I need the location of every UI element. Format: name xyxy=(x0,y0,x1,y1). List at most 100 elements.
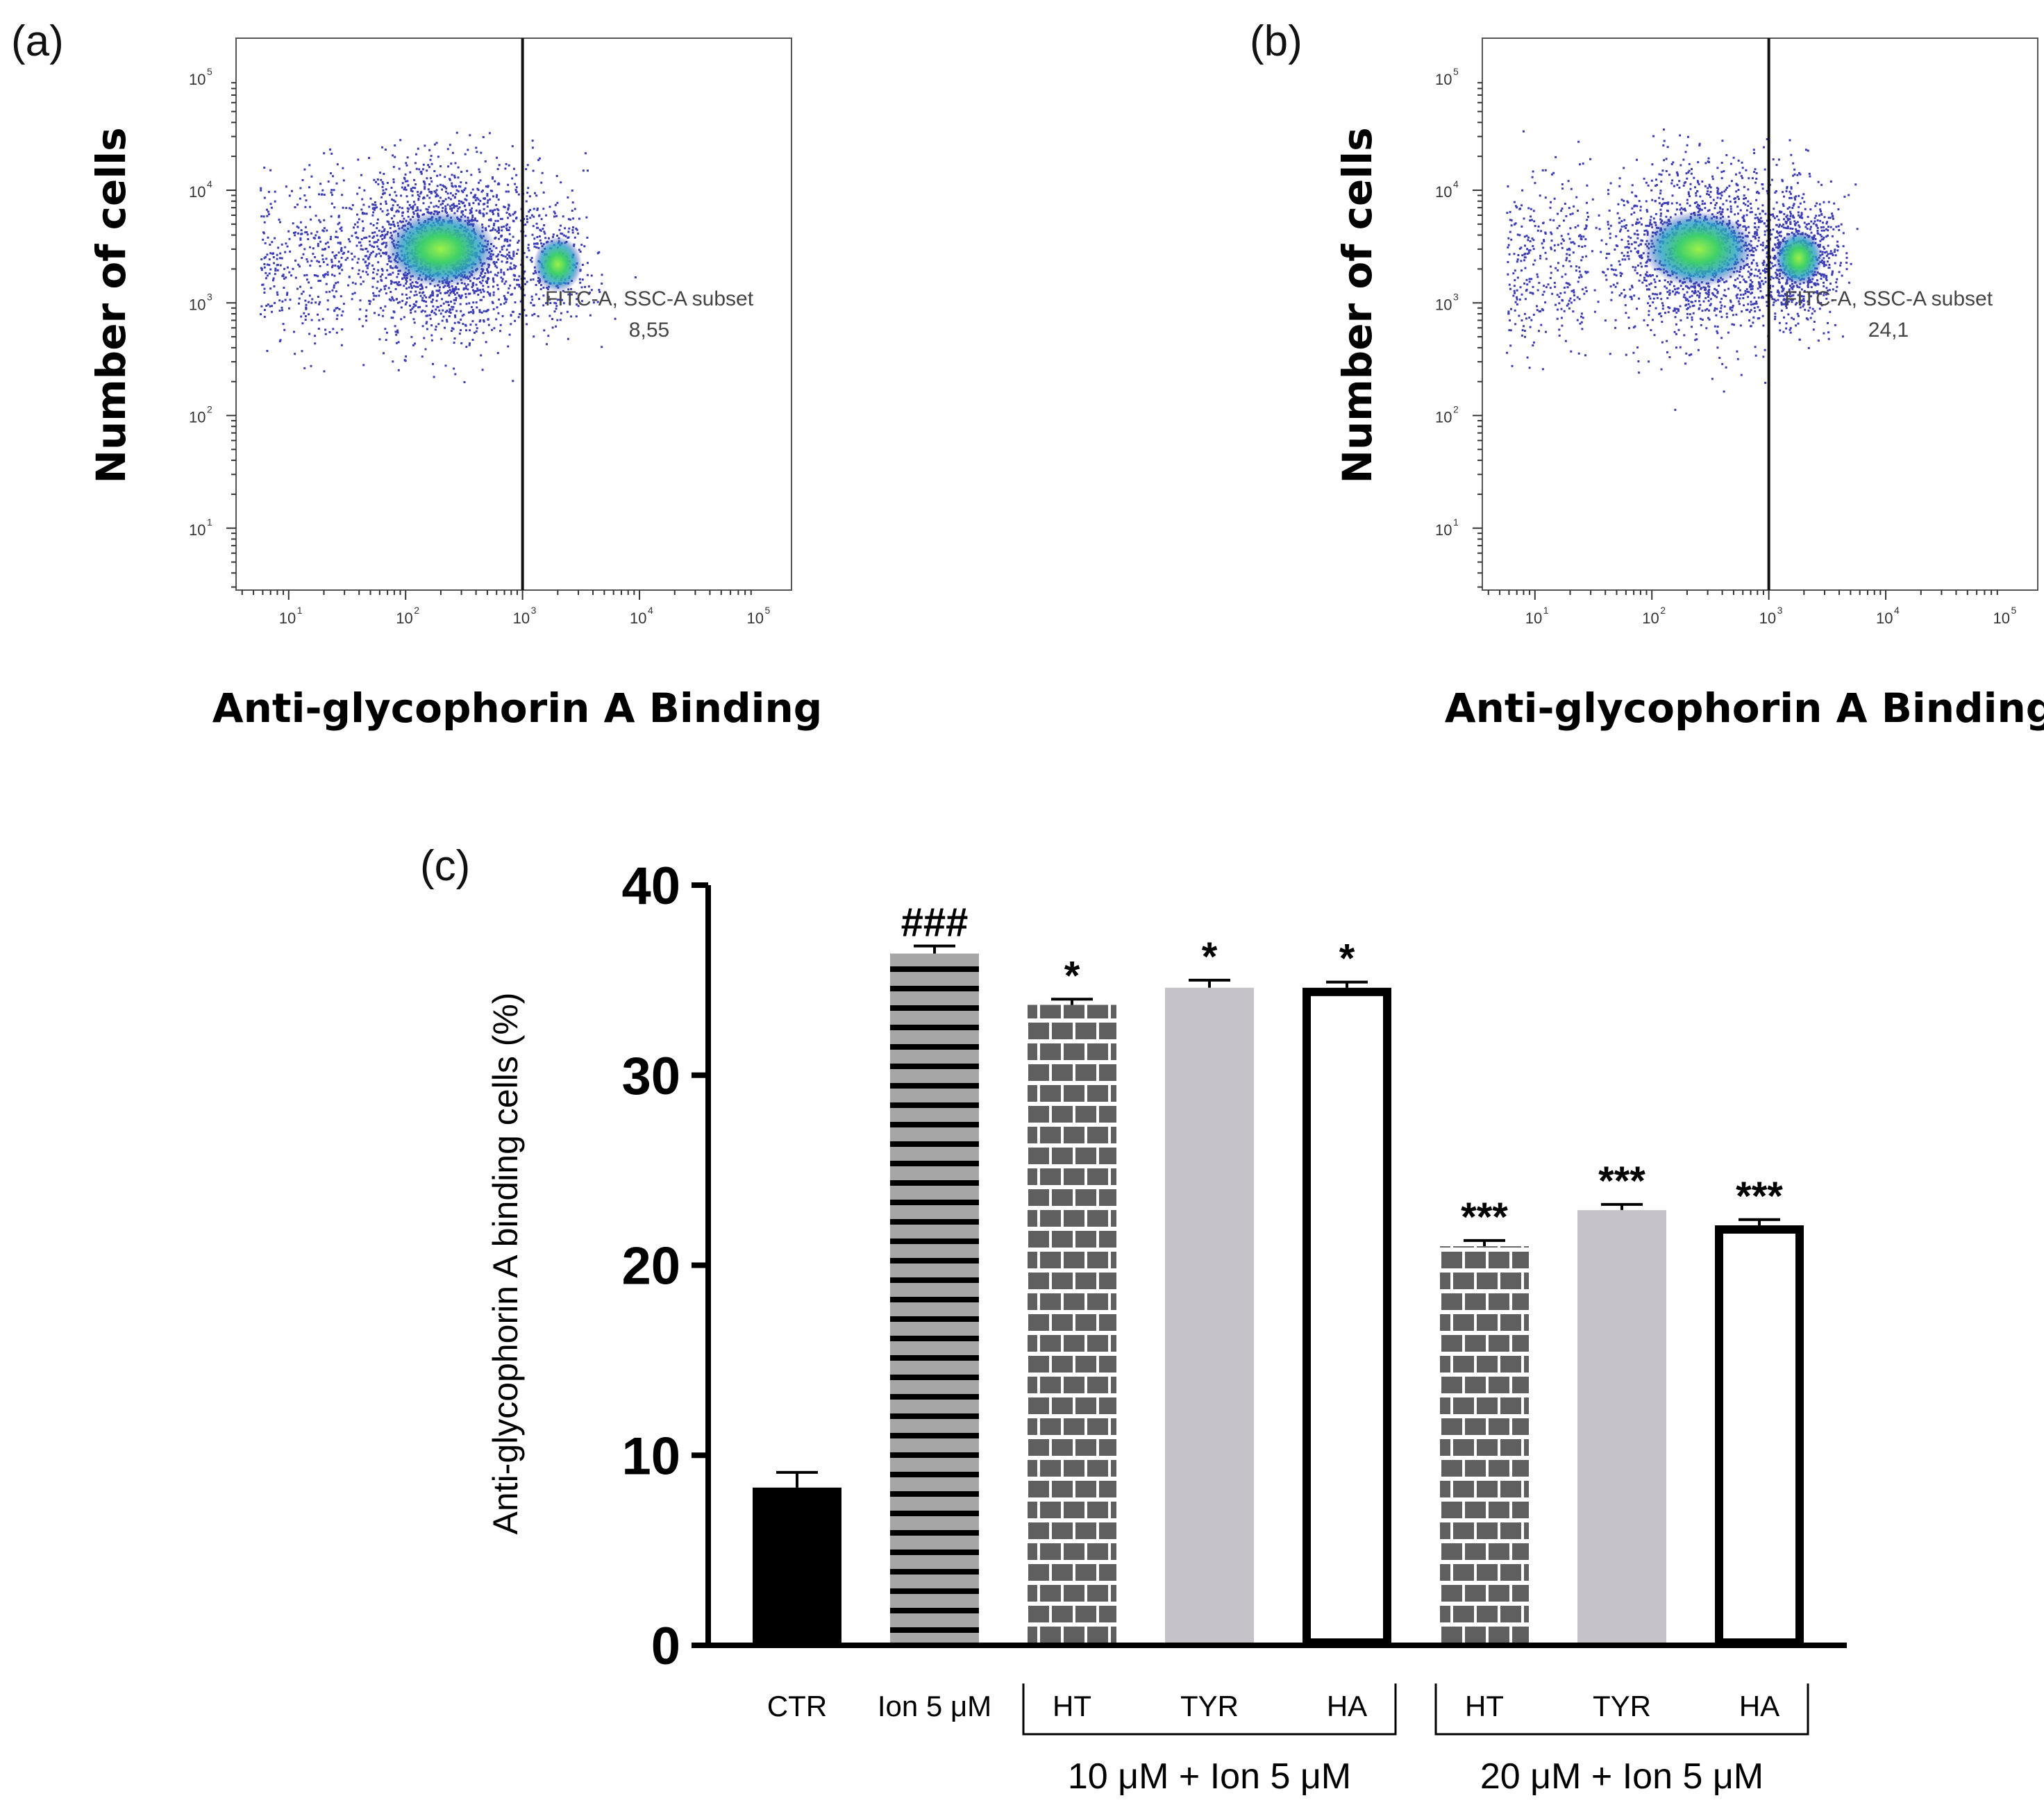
flow-y-tick-exponent: 5 xyxy=(207,66,212,77)
flow-a-xlabel: Anti-glycophorin A Binding xyxy=(212,685,823,732)
flow-event-dots xyxy=(1506,128,1859,411)
c-bar xyxy=(1577,1210,1666,1643)
flow-b-frame xyxy=(1482,37,2038,591)
c-category-label: HA xyxy=(1327,1690,1367,1722)
flow-y-tick-exponent: 3 xyxy=(1453,291,1459,302)
c-category-label: HT xyxy=(1465,1690,1504,1722)
flow-x-tick-label: 10 xyxy=(1993,610,2009,627)
c-significance-label: *** xyxy=(1598,1159,1645,1204)
flow-x-tick-label: 10 xyxy=(1525,610,1542,627)
bar-chart: 0 10 20 30 40 Anti-glycophorin A binding cel… xyxy=(486,857,1847,1797)
flow-event-dots xyxy=(260,131,637,384)
c-group-label: 10 μM + Ion 5 μM xyxy=(1068,1756,1351,1797)
flow-a-xaxis: 10 1 10 2 10 3 10 4 10 5 xyxy=(241,590,770,627)
c-category-label: HA xyxy=(1739,1690,1779,1722)
flow-y-tick-label: 10 xyxy=(1435,296,1452,313)
flow-a-frame xyxy=(235,37,792,591)
flow-x-tick-label: 10 xyxy=(513,610,530,627)
flow-y-tick-label: 10 xyxy=(1435,409,1452,426)
c-ylabel: Anti-glycophorin A binding cells (%) xyxy=(486,993,525,1535)
c-category-label: HT xyxy=(1053,1690,1091,1722)
flow-x-tick-exponent: 1 xyxy=(297,605,303,616)
flow-main-density xyxy=(1643,210,1754,287)
c-category-label: TYR xyxy=(1180,1690,1239,1722)
flow-a-gate-value: 8,55 xyxy=(629,319,669,342)
flow-x-tick-exponent: 4 xyxy=(1894,605,1900,616)
flow-y-tick-label: 10 xyxy=(1435,183,1452,201)
c-significance-label: *** xyxy=(1461,1195,1508,1240)
flow-y-tick-label: 10 xyxy=(189,521,206,539)
c-significance-label: * xyxy=(1064,953,1080,998)
flow-x-tick-exponent: 3 xyxy=(531,605,537,616)
flow-x-tick-label: 10 xyxy=(746,610,763,627)
flow-b-ylabel: Number of cells xyxy=(1334,127,1381,483)
flow-b-gate-value: 24,1 xyxy=(1868,319,1909,342)
flow-y-tick-label: 10 xyxy=(189,296,206,313)
flow-b-xlabel: Anti-glycophorin A Binding xyxy=(1445,685,2044,732)
flow-b-xaxis: 10 1 10 2 10 3 10 4 10 5 xyxy=(1487,590,2016,627)
c-y-tick-label: 20 xyxy=(621,1237,680,1296)
flow-x-tick-exponent: 4 xyxy=(648,605,653,616)
flow-positive-density xyxy=(1774,230,1823,286)
c-category-label: Ion 5 μM xyxy=(878,1690,991,1722)
flow-x-tick-exponent: 5 xyxy=(2011,605,2016,616)
flow-positive-density xyxy=(533,236,583,292)
c-bar xyxy=(1440,1246,1529,1643)
flow-y-tick-exponent: 2 xyxy=(1453,404,1459,415)
flow-y-tick-exponent: 4 xyxy=(1453,178,1459,190)
flow-y-tick-exponent: 2 xyxy=(207,404,212,415)
flow-main-density xyxy=(385,210,496,287)
flow-x-tick-label: 10 xyxy=(630,610,646,627)
flow-x-tick-exponent: 2 xyxy=(414,605,419,616)
c-group-brackets: 10 μM + Ion 5 μM 20 μM + Ion 5 μM xyxy=(1022,1684,1809,1797)
flow-y-tick-exponent: 3 xyxy=(207,291,212,302)
flow-x-tick-label: 10 xyxy=(279,610,296,627)
c-significance-label: * xyxy=(1339,937,1355,982)
c-bar xyxy=(1028,1005,1116,1643)
flow-y-tick-exponent: 1 xyxy=(1453,517,1459,528)
flow-y-tick-label: 10 xyxy=(1435,71,1452,88)
c-significance-label: *** xyxy=(1736,1174,1783,1219)
c-y-tick-label: 30 xyxy=(621,1047,680,1106)
c-significance-label: ### xyxy=(901,900,969,946)
c-bar xyxy=(1165,987,1254,1643)
c-group-bracket xyxy=(1022,1684,1397,1736)
panel-label-b: (b) xyxy=(1250,17,1302,65)
flow-x-tick-label: 10 xyxy=(1759,610,1776,627)
c-y-tick-label: 40 xyxy=(621,857,680,916)
flow-x-tick-exponent: 5 xyxy=(764,605,770,616)
c-y-tick-label: 10 xyxy=(621,1427,680,1486)
panel-label-c: (c) xyxy=(420,842,470,890)
flow-x-tick-exponent: 2 xyxy=(1660,605,1666,616)
c-bar xyxy=(890,953,979,1643)
flow-y-tick-label: 10 xyxy=(1435,521,1452,539)
flow-a-events xyxy=(260,131,637,384)
flow-x-tick-label: 10 xyxy=(1876,610,1893,627)
c-y-ticks: 0 10 20 30 40 xyxy=(621,857,708,1676)
flow-y-tick-label: 10 xyxy=(189,183,206,201)
flow-b-gate-name: FITC-A, SSC-A subset xyxy=(1784,287,1993,310)
flow-y-tick-exponent: 1 xyxy=(207,517,212,528)
flow-a-ylabel: Number of cells xyxy=(87,127,135,483)
flow-x-tick-exponent: 1 xyxy=(1543,605,1549,616)
flow-y-tick-label: 10 xyxy=(189,71,206,88)
c-category-label: CTR xyxy=(767,1690,827,1722)
panel-label-a: (a) xyxy=(11,17,64,65)
c-bar xyxy=(1715,1225,1804,1647)
c-significance-label: * xyxy=(1202,934,1218,980)
flow-x-tick-exponent: 3 xyxy=(1777,605,1783,616)
flow-x-tick-label: 10 xyxy=(396,610,412,627)
flow-y-tick-exponent: 4 xyxy=(207,178,212,190)
c-group-label: 20 μM + Ion 5 μM xyxy=(1480,1756,1764,1797)
flow-a-gate-name: FITC-A, SSC-A subset xyxy=(545,287,754,310)
flow-y-tick-label: 10 xyxy=(189,409,206,426)
c-bar xyxy=(753,1487,841,1643)
flow-b-events xyxy=(1506,128,1859,411)
c-bar xyxy=(1302,987,1391,1647)
flow-y-tick-exponent: 5 xyxy=(1453,66,1459,77)
